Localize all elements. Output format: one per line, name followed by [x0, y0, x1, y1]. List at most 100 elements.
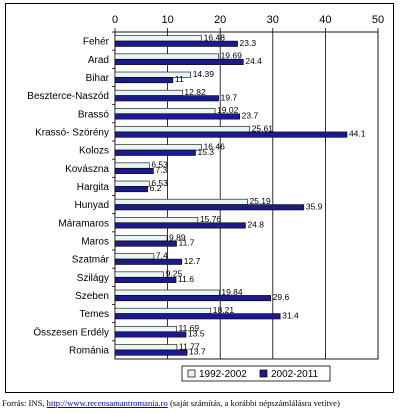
data-label: 44.1 — [349, 129, 366, 139]
bar-2002-2011 — [114, 295, 271, 302]
data-label: 24.4 — [245, 56, 262, 66]
bar-1992-2002 — [114, 108, 216, 115]
category-label: Szeben — [75, 291, 109, 302]
category-label: Beszterce-Naszód — [27, 91, 109, 102]
bar-1992-2002 — [114, 307, 212, 314]
bar-2002-2011 — [114, 349, 188, 356]
data-label: 18.21 — [213, 305, 235, 315]
data-label: 19.02 — [217, 105, 239, 115]
x-tick-label: 50 — [372, 14, 384, 26]
data-label: 19.84 — [221, 287, 243, 297]
data-label: 25.61 — [252, 123, 274, 133]
category-label: Összesen Erdély — [33, 326, 109, 338]
bar-2002-2011 — [114, 149, 196, 156]
bar-2002-2011 — [114, 186, 148, 193]
category-label: Kovászna — [65, 164, 109, 175]
category-label: Hargita — [77, 182, 110, 193]
bar-1992-2002 — [114, 217, 199, 224]
data-label: 13.5 — [188, 329, 205, 339]
x-tick-label: 30 — [267, 14, 279, 26]
bar-1992-2002 — [114, 35, 202, 42]
data-label: 9.89 — [169, 232, 186, 242]
data-label: 13.7 — [189, 347, 206, 357]
bar-2002-2011 — [114, 331, 187, 338]
category-label: Románia — [69, 345, 109, 356]
bar-2002-2011 — [114, 95, 219, 102]
x-tick-label: 0 — [112, 14, 118, 26]
source-suffix: (saját számítás, a korábbi népszámlálásr… — [167, 398, 340, 408]
data-label: 15.3 — [197, 147, 214, 157]
bar-2002-2011 — [114, 222, 246, 229]
legend-label: 1992-2002 — [199, 369, 247, 380]
data-label: 7.4 — [156, 250, 168, 260]
data-label: 12.7 — [184, 256, 201, 266]
data-label: 24.8 — [247, 220, 264, 230]
legend-swatch-2002-2011 — [259, 369, 268, 378]
data-label: 31.4 — [282, 310, 299, 320]
bar-1992-2002 — [114, 344, 178, 351]
data-label: 14.39 — [193, 69, 215, 79]
data-label: 6.2 — [150, 183, 162, 193]
data-label: 11.6 — [178, 274, 194, 284]
bar-2002-2011 — [114, 58, 244, 65]
x-tick-label: 10 — [161, 14, 173, 26]
source-link[interactable]: http://www.recensamantromania.ro — [46, 398, 168, 408]
bar-2002-2011 — [114, 40, 238, 47]
data-label: 23.3 — [240, 38, 257, 48]
data-label: 19.69 — [221, 51, 243, 61]
chart-frame: 0 10 20 30 40 50 Fehér 16.48 23.3 Arad 19.69 24.4 Bi… — [5, 3, 394, 393]
data-label: 9.25 — [166, 269, 183, 279]
bar-2002-2011 — [114, 204, 305, 211]
bar-1992-2002 — [114, 326, 177, 333]
data-label: 11 — [175, 74, 184, 84]
data-label: 6.53 — [151, 160, 168, 170]
legend-label: 2002-2011 — [271, 369, 319, 380]
data-label: 7.3 — [155, 165, 167, 175]
bar-1992-2002 — [114, 53, 219, 60]
bar-1992-2002 — [114, 89, 183, 96]
bar-2002-2011 — [114, 113, 240, 120]
category-label: Brassó — [78, 109, 110, 120]
data-label: 11.69 — [178, 323, 199, 333]
x-tick-label: 20 — [214, 14, 226, 26]
data-label: 11.7 — [179, 238, 195, 248]
bar-1992-2002 — [114, 144, 202, 151]
data-label: 23.7 — [242, 111, 259, 121]
data-label: 35.9 — [306, 201, 323, 211]
data-label: 25.19 — [249, 196, 271, 206]
category-label: Kolozs — [79, 146, 109, 157]
data-label: 6.53 — [151, 178, 168, 188]
bar-2002-2011 — [114, 167, 154, 174]
category-label: Temes — [80, 309, 109, 320]
category-label: Arad — [88, 55, 109, 66]
bar-2002-2011 — [114, 131, 348, 138]
bar-1992-2002 — [114, 198, 248, 205]
category-label: Szilágy — [77, 273, 109, 284]
bar-2002-2011 — [114, 313, 281, 320]
category-label: Fehér — [83, 37, 110, 48]
bar-1992-2002 — [114, 180, 150, 187]
legend-swatch-1992-2002 — [187, 369, 196, 378]
data-label: 15.76 — [200, 214, 222, 224]
source-note: Forrás: INS, http://www.recensamantroman… — [2, 398, 398, 408]
category-label: Bihar — [86, 73, 110, 84]
category-label: Hunyad — [75, 200, 109, 211]
bar-1992-2002 — [114, 289, 220, 296]
data-label: 29.6 — [273, 292, 290, 302]
legend-box — [181, 365, 331, 382]
bar-2002-2011 — [114, 77, 174, 84]
bar-2002-2011 — [114, 276, 177, 283]
data-label: 16.46 — [204, 141, 226, 151]
bar-2002-2011 — [114, 258, 183, 265]
data-label: 12.82 — [184, 87, 206, 97]
data-label: 11.77 — [179, 341, 200, 351]
bar-2002-2011 — [114, 240, 177, 247]
data-label: 16.48 — [204, 32, 226, 42]
bar-1992-2002 — [114, 271, 164, 278]
category-label: Krassó- Szörény — [35, 127, 109, 138]
bar-1992-2002 — [114, 126, 251, 133]
category-label: Szatmár — [72, 255, 110, 266]
source-prefix: Forrás: INS, — [2, 398, 47, 408]
x-tick-label: 40 — [319, 14, 331, 26]
